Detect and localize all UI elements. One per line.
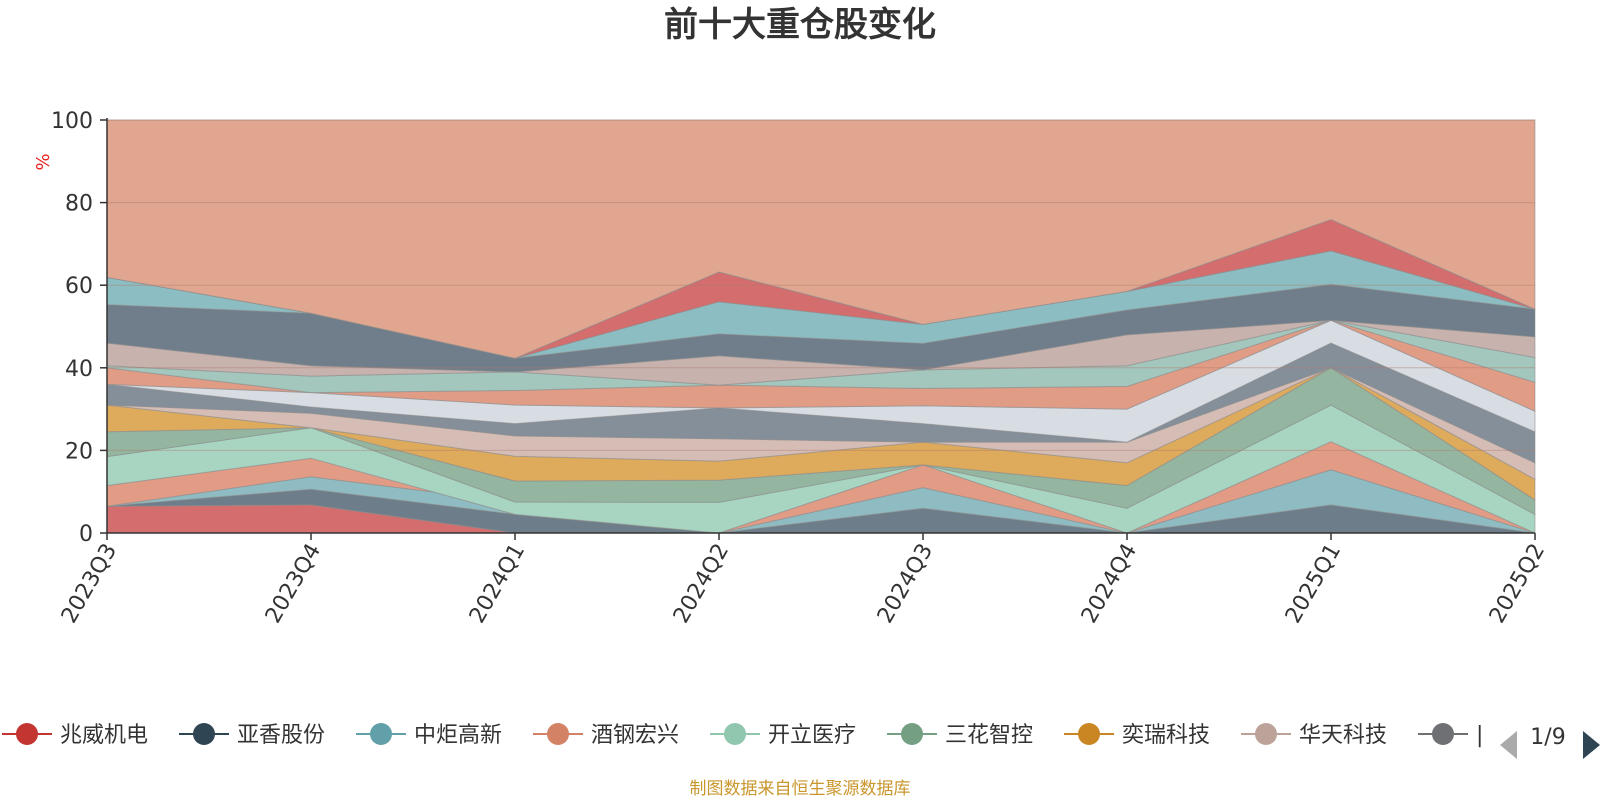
y-axis-ticks: 0 20 40 60 80 100 xyxy=(51,109,107,547)
x-tick-label: 2025Q1 xyxy=(1281,540,1346,628)
legend-marker xyxy=(1078,723,1100,745)
x-axis-ticks: 2023Q3 2023Q4 2024Q1 2024Q2 2024Q3 2024Q4 2025… xyxy=(57,533,1550,628)
axes xyxy=(106,118,1535,534)
legend-marker xyxy=(1432,723,1454,745)
legend-label: 开立医疗 xyxy=(768,723,856,748)
legend-marker xyxy=(901,723,923,745)
y-tick-label: 20 xyxy=(65,439,93,464)
y-tick-label: 100 xyxy=(51,109,93,134)
legend-item[interactable]: 三花智控 xyxy=(887,723,1033,748)
x-tick-label: 2023Q3 xyxy=(57,540,122,628)
legend-item[interactable]: 华天科技 xyxy=(1241,723,1387,748)
x-tick-label: 2024Q4 xyxy=(1077,540,1142,628)
legend-item[interactable]: 亚香股份 xyxy=(179,723,325,748)
legend-label: 酒钢宏兴 xyxy=(591,723,679,748)
legend-item[interactable]: | xyxy=(1418,723,1483,748)
legend-item[interactable]: 奕瑞科技 xyxy=(1064,723,1210,748)
legend-marker xyxy=(193,723,215,745)
x-tick-label: 2023Q4 xyxy=(261,540,326,628)
legend-label: 华天科技 xyxy=(1299,723,1387,748)
triangle-right-icon[interactable] xyxy=(1583,731,1600,759)
y-axis-unit: % xyxy=(33,153,54,170)
chart-title: 前十大重仓股变化 xyxy=(664,5,936,45)
x-tick-label: 2024Q3 xyxy=(873,540,938,628)
legend-marker xyxy=(370,723,392,745)
source-note: 制图数据来自恒生聚源数据库 xyxy=(690,779,911,799)
x-tick-label: 2025Q2 xyxy=(1485,540,1550,628)
legend-item[interactable]: 中炬高新 xyxy=(356,723,502,748)
legend-label: 中炬高新 xyxy=(414,723,502,748)
legend-label: 三花智控 xyxy=(945,723,1033,748)
legend-label: 奕瑞科技 xyxy=(1122,723,1210,748)
legend-label: 亚香股份 xyxy=(237,723,325,748)
legend-marker xyxy=(724,723,746,745)
legend-marker xyxy=(547,723,569,745)
x-tick-label: 2024Q1 xyxy=(465,540,530,628)
y-tick-label: 0 xyxy=(79,522,93,547)
legend-label: 兆威机电 xyxy=(60,723,148,748)
y-tick-label: 40 xyxy=(65,357,93,382)
legend-marker xyxy=(16,723,38,745)
legend-marker xyxy=(1255,723,1277,745)
legend: 兆威机电 亚香股份 中炬高新 酒钢宏兴 开立医疗 三花智控 奕瑞科技 华天科技 | xyxy=(2,723,1483,748)
y-tick-label: 80 xyxy=(65,192,93,217)
legend-page-indicator: 1/9 xyxy=(1530,725,1565,750)
triangle-left-icon[interactable] xyxy=(1500,731,1517,759)
grid-lines xyxy=(107,119,1535,534)
area-bands xyxy=(106,119,1536,534)
legend-label: | xyxy=(1476,723,1483,748)
legend-item[interactable]: 开立医疗 xyxy=(710,723,856,748)
legend-item[interactable]: 兆威机电 xyxy=(2,723,148,748)
area-band-16 xyxy=(106,119,1536,359)
y-tick-label: 60 xyxy=(65,274,93,299)
x-tick-label: 2024Q2 xyxy=(669,540,734,628)
legend-pager: 1/9 xyxy=(1500,725,1600,759)
legend-item[interactable]: 酒钢宏兴 xyxy=(533,723,679,748)
